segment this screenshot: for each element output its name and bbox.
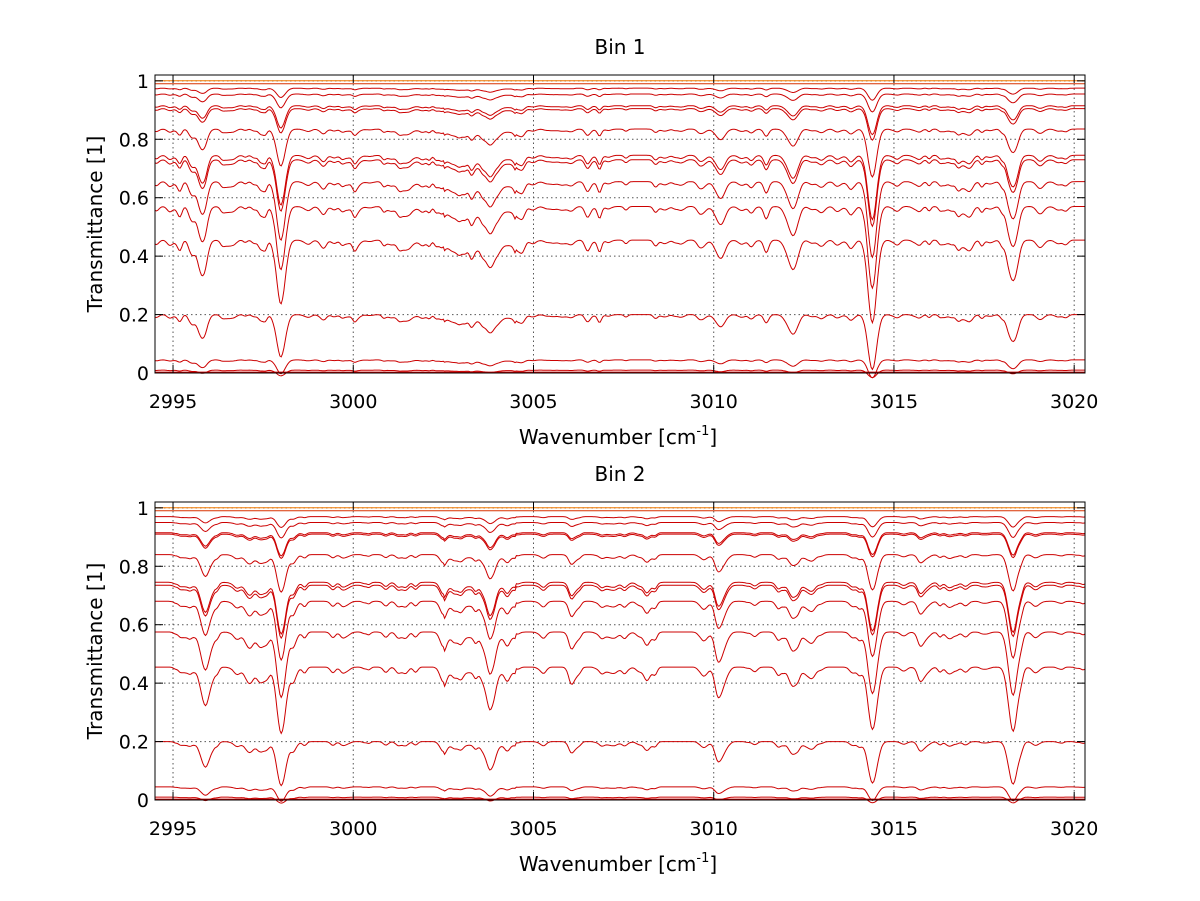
- chart2-xtick-label-2: 3005: [509, 818, 557, 840]
- chart1-ytick-label-5: 1: [137, 71, 149, 93]
- chart1-plot-area: [155, 75, 1085, 373]
- chart1-series-3: [154, 93, 1085, 113]
- chart2-series-11: [155, 666, 1086, 735]
- chart2-series-4: [155, 532, 1086, 557]
- chart2-xtick-label-1: 3000: [329, 818, 377, 840]
- chart2-series-14: [155, 796, 1085, 804]
- chart1-series-11: [154, 239, 1085, 325]
- chart1-frame: [154, 74, 1086, 374]
- chart2-plot-area: [155, 502, 1085, 800]
- chart1-series-7: [154, 154, 1085, 221]
- chart2-series-6: [155, 554, 1086, 593]
- chart2-ytick-label-0: 0: [137, 790, 149, 812]
- chart2: 2995 3000 3005 3010 3015 3020 0 0.2 0.4 0.6 0.8 1 Bi…: [83, 462, 1098, 876]
- chart1-ytick-label-3: 0.6: [119, 188, 149, 210]
- chart1-xtick-label-0: 2995: [149, 391, 197, 413]
- chart1-series-10: [154, 205, 1085, 290]
- chart1-series-6: [154, 128, 1085, 178]
- chart2-series-10: [155, 631, 1086, 699]
- chart2-ytick-label-3: 0.6: [119, 615, 149, 637]
- chart2-series-8: [155, 584, 1086, 640]
- chart2-ylabel: Transmittance [1]: [83, 563, 107, 741]
- chart2-xtick-label-5: 3020: [1050, 818, 1098, 840]
- chart1-series-4: [154, 105, 1085, 136]
- chart2-ytick-label-2: 0.4: [119, 673, 149, 695]
- chart2-ytick-label-5: 1: [137, 498, 149, 520]
- chart1-ytick-label-1: 0.2: [119, 305, 149, 327]
- chart1-series-12: [154, 314, 1085, 371]
- chart1-series-2: [154, 87, 1085, 101]
- chart1-ytick-label-4: 0.8: [119, 129, 149, 151]
- chart1-title: Bin 1: [594, 35, 645, 59]
- chart2-series-5: [155, 533, 1086, 560]
- chart2-frame: [154, 501, 1086, 801]
- chart1-ytick-label-2: 0.4: [119, 246, 149, 268]
- chart1-xlabel: Wavenumber [cm-1]: [519, 424, 717, 449]
- chart2-series-2: [155, 516, 1086, 529]
- chart1-xtick-label-1: 3000: [329, 391, 377, 413]
- chart1-ylabel: Transmittance [1]: [83, 136, 107, 314]
- chart2-series-7: [155, 581, 1086, 635]
- chart2-ytick-label-4: 0.8: [119, 556, 149, 578]
- chart1-series-9: [154, 181, 1085, 259]
- chart2-title: Bin 2: [594, 462, 645, 486]
- chart1-xtick-label-4: 3015: [870, 391, 918, 413]
- chart1-xtick-label-3: 3010: [690, 391, 738, 413]
- chart2-series-3: [155, 522, 1086, 539]
- chart1-xtick-label-5: 3020: [1050, 391, 1098, 413]
- chart2-series-12: [155, 741, 1086, 787]
- chart2-series-9: [155, 600, 1086, 662]
- chart2-xlabel: Wavenumber [cm-1]: [519, 851, 717, 876]
- chart2-series-13: [155, 786, 1086, 802]
- chart2-xtick-label-3: 3010: [690, 818, 738, 840]
- chart2-xtick-label-0: 2995: [149, 818, 197, 840]
- chart2-xtick-label-4: 3015: [870, 818, 918, 840]
- chart1-ytick-label-0: 0: [137, 363, 149, 385]
- chart1-series-14: [154, 369, 1085, 379]
- chart1-series-8: [154, 159, 1085, 228]
- chart1-series-5: [154, 108, 1085, 141]
- chart1-series-13: [154, 359, 1085, 379]
- chart1-xtick-label-2: 3005: [509, 391, 557, 413]
- chart2-ytick-label-1: 0.2: [119, 732, 149, 754]
- chart1: 2995 3000 3005 3010 3015 3020 0 0.2 0.4 0.6 0.8 1 Bi…: [83, 35, 1098, 449]
